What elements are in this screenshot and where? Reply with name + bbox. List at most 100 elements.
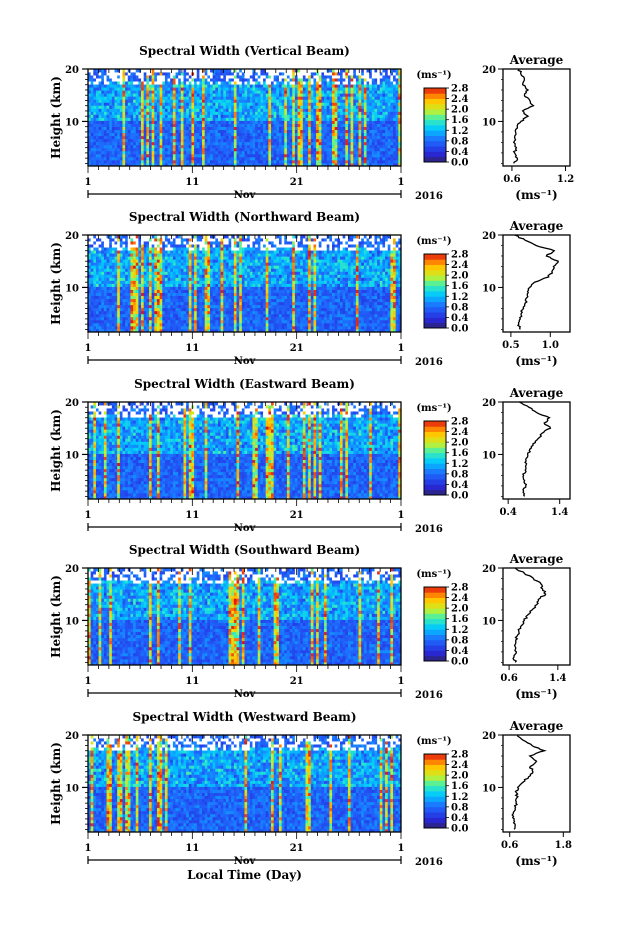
heatmap-cell (300, 162, 304, 167)
heatmap-cell (398, 144, 402, 149)
heatmap-cell (393, 81, 397, 85)
heatmap-cell (363, 156, 367, 161)
heatmap-cell (103, 310, 107, 315)
heatmap-cell (215, 153, 219, 158)
heatmap-cell (143, 277, 147, 281)
heatmap-cell (390, 162, 394, 167)
heatmap-cell (265, 120, 269, 124)
heatmap-cell (143, 135, 147, 140)
heatmap-cell (292, 111, 296, 115)
heatmap-cell (377, 87, 381, 91)
heatmap-cell (135, 135, 139, 140)
heatmap-cell (103, 280, 107, 284)
heatmap-cell (143, 250, 147, 254)
heatmap-cell (300, 138, 304, 143)
heatmap-cell (125, 93, 129, 97)
heatmap-cell (329, 111, 333, 115)
heatmap-cell (127, 280, 131, 284)
heatmap-cell (117, 144, 121, 149)
heatmap-cell (302, 90, 306, 94)
heatmap-cell (398, 150, 402, 155)
heatmap-cell (172, 286, 176, 290)
heatmap-cell (186, 141, 190, 146)
heatmap-cell (103, 132, 107, 137)
heatmap-cell (149, 301, 153, 306)
heatmap-cell (154, 253, 158, 257)
heatmap (88, 69, 402, 167)
heatmap-cell (294, 96, 298, 100)
heatmap-cell (138, 280, 142, 284)
heatmap-cell (385, 75, 389, 79)
heatmap-cell (377, 135, 381, 140)
heatmap-cell (273, 141, 277, 146)
heatmap-cell (122, 81, 126, 85)
heatmap-cell (103, 123, 107, 127)
heatmap-cell (133, 247, 137, 251)
heatmap-cell (90, 105, 94, 109)
heatmap-cell (93, 111, 97, 115)
heatmap-cell (305, 144, 309, 149)
heatmap-cell (217, 111, 222, 115)
heatmap-cell (276, 138, 280, 143)
heatmap-cell (257, 114, 261, 118)
heatmap-cell (167, 138, 171, 143)
heatmap-cell (88, 153, 92, 158)
heatmap-cell (236, 99, 240, 103)
heatmap-cell (363, 150, 367, 155)
heatmap-cell (186, 93, 190, 97)
heatmap-cell (141, 132, 145, 137)
heatmap-cell (369, 150, 373, 155)
heatmap-cell (101, 150, 105, 155)
heatmap-cell (95, 135, 100, 140)
heatmap-cell (247, 114, 251, 118)
heatmap-cell (217, 126, 222, 131)
heatmap-cell (159, 141, 163, 146)
heatmap-cell (369, 123, 373, 127)
heatmap-cell (278, 69, 283, 73)
heatmap-cell (310, 96, 314, 100)
heatmap-cell (93, 277, 97, 281)
heatmap-cell (363, 138, 367, 143)
heatmap-cell (172, 301, 176, 306)
heatmap-cell (151, 144, 155, 149)
heatmap-cell (180, 135, 184, 140)
heatmap-cell (199, 117, 203, 121)
heatmap-cell (180, 75, 184, 79)
heatmap-cell (98, 84, 102, 88)
heatmap-cell (170, 274, 174, 278)
heatmap-cell (350, 108, 354, 112)
heatmap-cell (117, 102, 121, 106)
heatmap-cell (98, 289, 102, 293)
heatmap-cell (241, 84, 245, 88)
heatmap-cell (149, 114, 153, 118)
heatmap-cell (146, 84, 150, 88)
heatmap-cell (215, 69, 219, 73)
heatmap-cell (146, 286, 150, 290)
colorbar-swatch (424, 125, 446, 131)
heatmap-cell (255, 162, 259, 167)
heatmap-cell (141, 150, 145, 155)
heatmap-cell (361, 93, 365, 97)
heatmap-cell (313, 156, 317, 161)
heatmap-cell (382, 156, 386, 161)
heatmap-cell (117, 265, 121, 269)
heatmap-cell (95, 268, 100, 272)
heatmap-cell (95, 235, 100, 239)
heatmap-cell (281, 138, 285, 143)
heatmap-cell (135, 156, 139, 161)
heatmap-cell (324, 81, 328, 85)
heatmap-cell (170, 280, 174, 284)
heatmap-cell (257, 123, 261, 127)
heatmap-cell (194, 138, 198, 143)
heatmap-cell (172, 235, 176, 239)
heatmap-cell (241, 81, 245, 85)
heatmap-cell (239, 162, 243, 167)
heatmap-cell (302, 141, 306, 146)
heatmap-cell (300, 111, 304, 115)
heatmap-cell (202, 114, 206, 118)
heatmap-cell (278, 159, 283, 164)
heatmap-cell (302, 156, 306, 161)
heatmap-cell (223, 111, 227, 115)
heatmap-cell (93, 265, 97, 269)
heatmap-cell (156, 153, 161, 158)
